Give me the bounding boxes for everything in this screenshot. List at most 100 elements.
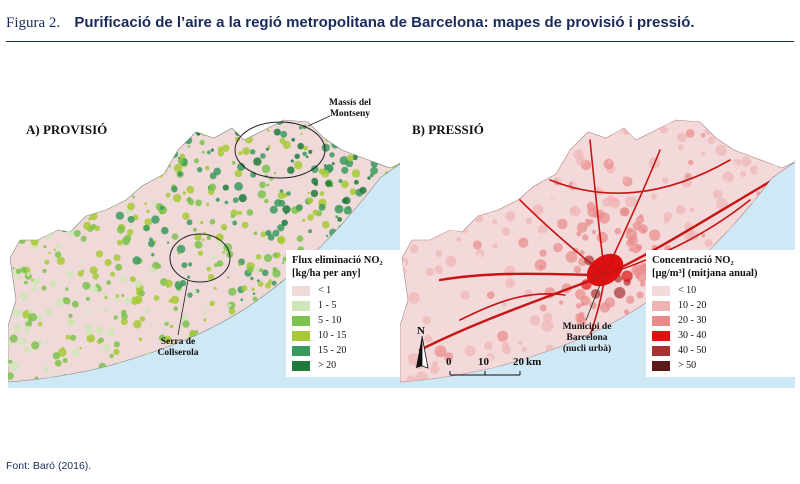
concentration-patch bbox=[663, 211, 673, 221]
concentration-patch bbox=[725, 219, 730, 225]
callout-line-collserola bbox=[177, 279, 189, 336]
vegetation-patch bbox=[189, 329, 196, 337]
vegetation-patch bbox=[260, 153, 266, 159]
concentration-patch bbox=[439, 146, 451, 158]
vegetation-patch bbox=[194, 126, 201, 133]
source-note: Font: Baró (2016). bbox=[6, 460, 92, 472]
callout-ellipse-montseny bbox=[234, 121, 326, 179]
concentration-patch bbox=[457, 353, 466, 362]
concentration-patch bbox=[429, 145, 440, 156]
concentration-patch bbox=[439, 280, 446, 287]
vegetation-patch bbox=[268, 279, 273, 284]
vegetation-patch bbox=[215, 233, 224, 242]
concentration-patch bbox=[406, 217, 411, 222]
concentration-patch bbox=[753, 139, 765, 152]
concentration-patch bbox=[707, 136, 716, 145]
vegetation-patch bbox=[331, 162, 335, 166]
vegetation-patch bbox=[210, 148, 214, 152]
vegetation-patch bbox=[38, 145, 46, 153]
vegetation-patch bbox=[280, 130, 288, 138]
vegetation-patch bbox=[204, 306, 207, 309]
vegetation-patch bbox=[35, 279, 40, 284]
concentration-patch bbox=[513, 257, 521, 265]
callout-collserola-line2: Collserola bbox=[157, 348, 199, 358]
vegetation-patch bbox=[310, 165, 319, 173]
pressio-legend-swatch bbox=[652, 330, 670, 341]
road bbox=[519, 199, 606, 276]
pressio-legend-label: 40 - 50 bbox=[678, 345, 707, 356]
vegetation-patch bbox=[135, 164, 141, 170]
vegetation-patch bbox=[169, 142, 174, 147]
concentration-patch bbox=[501, 227, 511, 236]
concentration-patch bbox=[565, 251, 578, 263]
vegetation-patch bbox=[250, 276, 254, 281]
vegetation-patch bbox=[15, 268, 22, 274]
vegetation-patch bbox=[306, 197, 314, 204]
concentration-patch bbox=[492, 243, 498, 249]
vegetation-patch bbox=[65, 287, 69, 291]
concentration-patch bbox=[502, 170, 510, 178]
vegetation-patch bbox=[67, 319, 76, 327]
vegetation-patch bbox=[391, 146, 398, 153]
concentration-patch bbox=[521, 261, 532, 272]
vegetation-patch bbox=[20, 193, 26, 199]
vegetation-patch bbox=[28, 313, 38, 322]
legend-title-line1: Concentració NO₂ bbox=[652, 255, 734, 266]
concentration-patch bbox=[518, 237, 529, 248]
concentration-patch bbox=[518, 340, 523, 345]
concentration-patch bbox=[454, 218, 463, 228]
vegetation-patch bbox=[352, 131, 357, 136]
legend-pressio: Concentració NO₂ [µg/m³] (mitjana anual)… bbox=[646, 250, 795, 377]
vegetation-patch bbox=[207, 273, 215, 281]
vegetation-patch bbox=[250, 149, 256, 155]
vegetation-patch bbox=[169, 324, 174, 329]
vegetation-patch bbox=[347, 128, 356, 136]
vegetation-patch bbox=[383, 133, 387, 137]
vegetation-patch bbox=[8, 372, 14, 380]
concentration-patch bbox=[529, 125, 538, 133]
vegetation-patch bbox=[40, 176, 47, 184]
provisio-legend-item: 10 - 15 bbox=[292, 328, 397, 343]
vegetation-patch bbox=[124, 297, 132, 305]
concentration-patch bbox=[580, 295, 591, 306]
concentration-patch bbox=[593, 197, 603, 207]
vegetation-patch bbox=[200, 220, 204, 225]
vegetation-patch bbox=[321, 169, 330, 178]
concentration-patch bbox=[447, 319, 454, 327]
concentration-patch bbox=[530, 154, 539, 163]
vegetation-patch bbox=[230, 214, 235, 219]
vegetation-patch bbox=[370, 120, 379, 128]
vegetation-patch bbox=[24, 327, 31, 334]
vegetation-patch bbox=[103, 308, 108, 313]
vegetation-patch bbox=[178, 156, 181, 160]
vegetation-patch bbox=[251, 287, 255, 291]
vegetation-patch bbox=[144, 308, 151, 314]
vegetation-patch bbox=[347, 206, 351, 210]
vegetation-patch bbox=[56, 244, 62, 250]
vegetation-patch bbox=[272, 252, 278, 258]
vegetation-patch bbox=[168, 298, 173, 303]
provisio-legend-swatch bbox=[292, 360, 310, 371]
vegetation-patch bbox=[54, 251, 62, 258]
vegetation-patch bbox=[62, 297, 67, 302]
vegetation-patch bbox=[43, 366, 50, 373]
vegetation-patch bbox=[120, 139, 126, 144]
vegetation-patch bbox=[173, 306, 179, 311]
concentration-patch bbox=[400, 229, 407, 236]
vegetation-patch bbox=[62, 357, 68, 363]
provisio-legend-label: 1 - 5 bbox=[318, 300, 337, 311]
vegetation-patch bbox=[202, 310, 206, 315]
road bbox=[438, 272, 607, 282]
provisio-legend-item: 1 - 5 bbox=[292, 298, 397, 313]
concentration-patch bbox=[607, 159, 612, 164]
vegetation-patch bbox=[121, 313, 128, 320]
vegetation-patch bbox=[103, 175, 111, 183]
vegetation-patch bbox=[237, 162, 246, 171]
concentration-patch bbox=[628, 235, 639, 246]
concentration-patch bbox=[416, 182, 422, 188]
provisio-legend-item: 5 - 10 bbox=[292, 313, 397, 328]
concentration-patch bbox=[602, 142, 610, 150]
concentration-patch bbox=[434, 345, 447, 358]
concentration-patch bbox=[502, 301, 507, 307]
callout-ellipse-collserola bbox=[169, 233, 231, 283]
